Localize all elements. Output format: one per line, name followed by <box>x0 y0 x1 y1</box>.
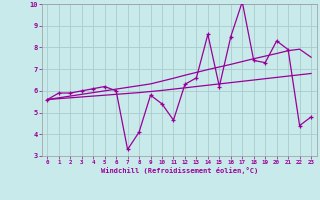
X-axis label: Windchill (Refroidissement éolien,°C): Windchill (Refroidissement éolien,°C) <box>100 167 258 174</box>
